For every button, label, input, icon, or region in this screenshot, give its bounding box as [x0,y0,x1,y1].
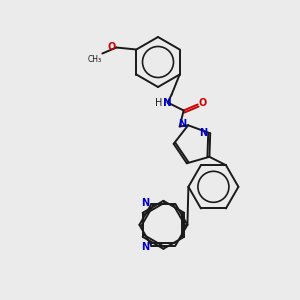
Text: N: N [141,242,149,252]
Text: N: N [163,98,172,107]
Text: O: O [107,43,115,52]
Text: N: N [141,198,149,208]
Text: O: O [199,98,207,109]
Text: N: N [178,119,186,129]
Text: CH₃: CH₃ [87,55,101,64]
Text: H: H [155,98,163,107]
Text: N: N [199,128,207,138]
